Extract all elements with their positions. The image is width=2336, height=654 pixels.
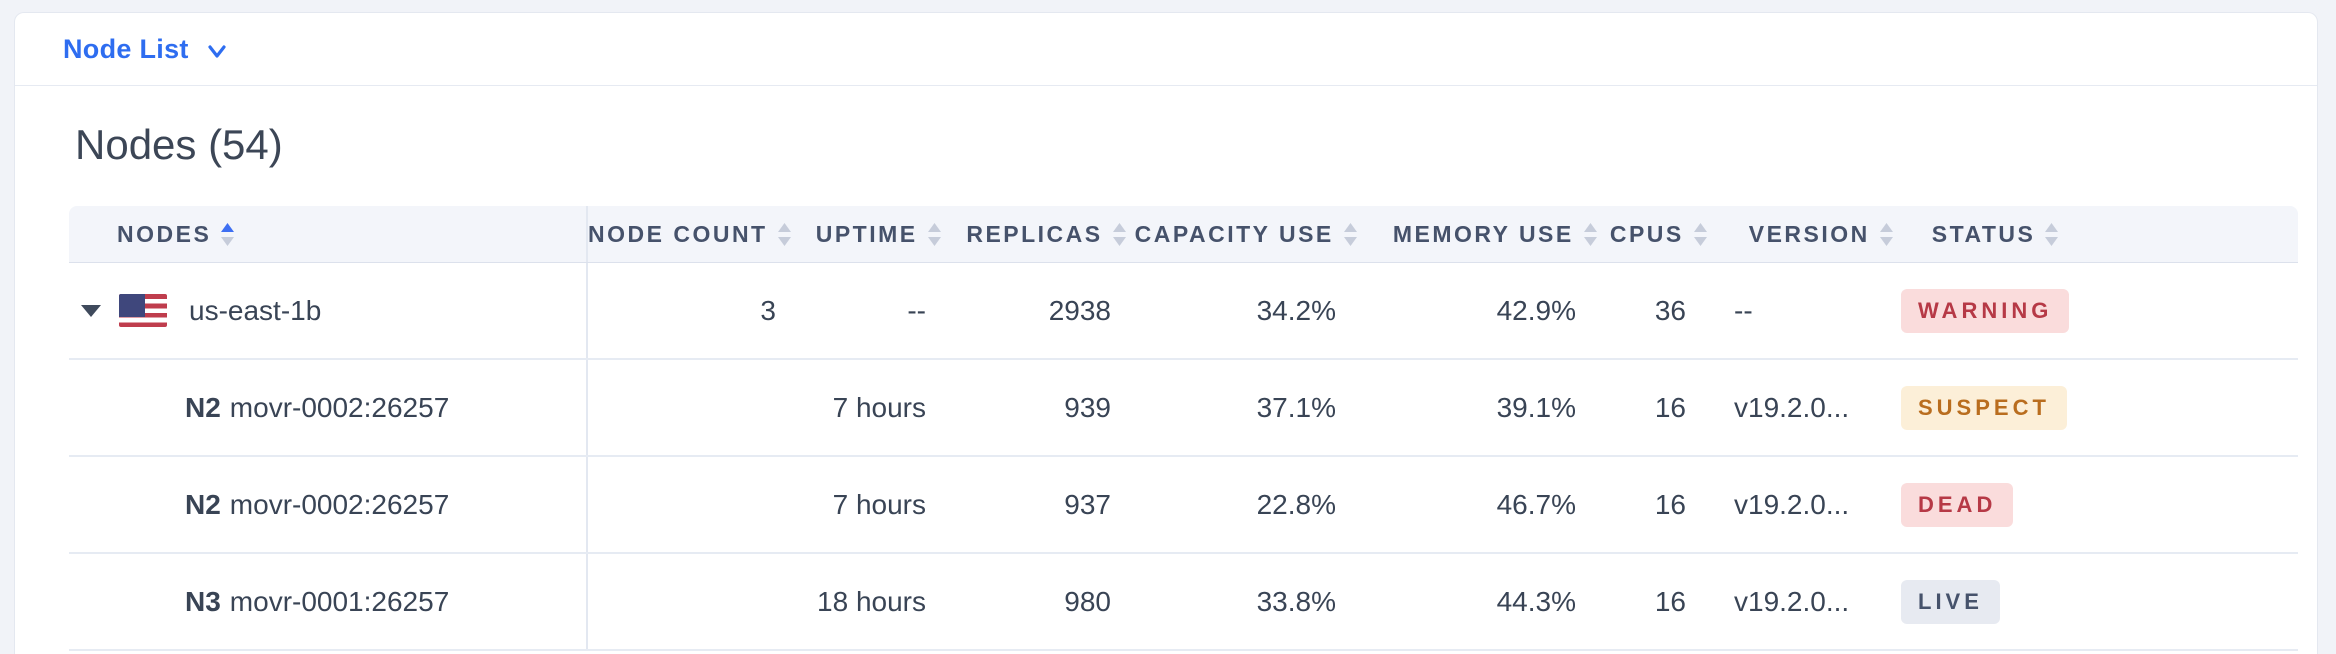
cell-node-count [588, 554, 791, 649]
sort-arrows-icon[interactable] [220, 222, 235, 247]
cell-nodes: N2 movr-0002:26257 [69, 457, 588, 552]
cell-nodes: us-east-1b [69, 263, 588, 358]
column-label: REPLICAS [966, 220, 1103, 247]
node-address: movr-0002:26257 [229, 488, 450, 520]
status-badge: WARNING [1901, 288, 2070, 333]
column-label: VERSION [1748, 220, 1870, 247]
sort-arrows-icon[interactable] [1112, 222, 1127, 247]
node-id: N3 [185, 585, 221, 617]
status-badge: LIVE [1901, 579, 2000, 624]
region-name[interactable]: us-east-1b [189, 294, 322, 326]
cell-version: v19.2.0... [1734, 488, 1850, 520]
cell-nodes: N3 movr-0001:26257 [69, 554, 588, 649]
status-badge: SUSPECT [1901, 385, 2067, 430]
cell-memory-use: 46.7% [1496, 488, 1576, 520]
cell-replicas: 980 [1064, 585, 1111, 617]
node-name[interactable]: N3 movr-0001:26257 [185, 586, 449, 618]
column-header-capacity-use[interactable]: CAPACITY USE [1135, 206, 1366, 262]
sort-arrows-icon[interactable] [1343, 222, 1358, 247]
card-header: Node List [15, 13, 2317, 86]
cell-capacity-use: 37.1% [1256, 391, 1336, 423]
status-badge: DEAD [1901, 482, 2014, 527]
cell-memory-use: 42.9% [1496, 294, 1576, 326]
column-header-status[interactable]: STATUS [1902, 206, 2298, 262]
column-header-cpus[interactable]: CPUS [1606, 206, 1716, 262]
column-label: CPUS [1609, 220, 1684, 247]
cell-cpus: 16 [1654, 488, 1686, 520]
table-row[interactable]: N2 movr-0002:26257 7 hours 939 37.1% 39.1… [69, 360, 2298, 457]
cell-version: -- [1734, 294, 1753, 326]
column-header-replicas[interactable]: REPLICAS [950, 206, 1135, 262]
node-name[interactable]: N2 movr-0002:26257 [185, 392, 449, 424]
cell-node-count: 3 [760, 294, 776, 326]
node-id: N2 [185, 488, 221, 520]
cell-cpus: 16 [1654, 585, 1686, 617]
cell-replicas: 2938 [1048, 294, 1111, 326]
column-label: STATUS [1931, 220, 2036, 247]
node-address: movr-0002:26257 [229, 391, 450, 423]
table-body: us-east-1b 3 -- 2938 34.2% 42.9% 36 -- W… [69, 263, 2298, 651]
column-header-uptime[interactable]: UPTIME [800, 206, 950, 262]
cell-replicas: 937 [1064, 488, 1111, 520]
cell-memory-use: 39.1% [1496, 391, 1576, 423]
sort-arrows-icon[interactable] [1583, 222, 1598, 247]
cell-uptime: -- [907, 294, 926, 326]
sort-arrows-icon[interactable] [1879, 222, 1894, 247]
table-row[interactable]: N2 movr-0002:26257 7 hours 937 22.8% 46.7… [69, 457, 2298, 554]
cell-status: SUSPECT [1871, 360, 2298, 455]
page-title: Nodes (54) [75, 121, 283, 168]
chevron-down-icon[interactable] [206, 44, 228, 59]
cell-status: WARNING [1871, 263, 2298, 358]
node-list-card: Node List Nodes (54) NODES NODE COUNT UP… [14, 12, 2318, 654]
flag-canton [119, 294, 145, 317]
cell-nodes: N2 movr-0002:26257 [69, 360, 588, 455]
column-label: CAPACITY USE [1134, 220, 1334, 247]
cell-status: DEAD [1871, 457, 2298, 552]
column-label: NODES [117, 220, 212, 247]
cell-uptime: 7 hours [832, 488, 926, 520]
table-row[interactable]: N3 movr-0001:26257 18 hours 980 33.8% 44.… [69, 554, 2298, 651]
cell-replicas: 939 [1064, 391, 1111, 423]
table-row[interactable]: us-east-1b 3 -- 2938 34.2% 42.9% 36 -- W… [69, 263, 2298, 360]
node-address: movr-0001:26257 [229, 585, 450, 617]
cell-node-count [588, 457, 791, 552]
cell-capacity-use: 33.8% [1256, 585, 1336, 617]
column-label: NODE COUNT [588, 220, 768, 247]
sort-arrows-icon[interactable] [1693, 222, 1708, 247]
nodes-table: NODES NODE COUNT UPTIME REPLICAS CAPACIT… [69, 206, 2298, 651]
cell-cpus: 36 [1654, 294, 1686, 326]
cell-capacity-use: 34.2% [1256, 294, 1336, 326]
table-header-row: NODES NODE COUNT UPTIME REPLICAS CAPACIT… [69, 206, 2298, 263]
us-flag-icon [119, 294, 167, 327]
sort-arrows-icon[interactable] [777, 222, 792, 247]
cell-status: LIVE [1871, 554, 2298, 649]
cell-version: v19.2.0... [1734, 391, 1850, 423]
column-label: MEMORY USE [1392, 220, 1574, 247]
column-header-node-count[interactable]: NODE COUNT [588, 206, 800, 262]
column-header-version[interactable]: VERSION [1716, 206, 1902, 262]
sort-arrows-icon[interactable] [927, 222, 942, 247]
cell-node-count [588, 360, 791, 455]
cell-capacity-use: 22.8% [1256, 488, 1336, 520]
cell-uptime: 18 hours [817, 585, 926, 617]
caret-down-icon[interactable] [81, 304, 101, 317]
cell-memory-use: 44.3% [1496, 585, 1576, 617]
cell-version: v19.2.0... [1734, 585, 1850, 617]
node-list-dropdown[interactable]: Node List [63, 33, 189, 64]
column-header-memory-use[interactable]: MEMORY USE [1366, 206, 1606, 262]
node-name[interactable]: N2 movr-0002:26257 [185, 489, 449, 521]
column-header-nodes[interactable]: NODES [69, 206, 588, 262]
cell-uptime: 7 hours [832, 391, 926, 423]
column-label: UPTIME [815, 220, 918, 247]
sort-arrows-icon[interactable] [2044, 222, 2059, 247]
node-id: N2 [185, 391, 221, 423]
cell-cpus: 16 [1654, 391, 1686, 423]
